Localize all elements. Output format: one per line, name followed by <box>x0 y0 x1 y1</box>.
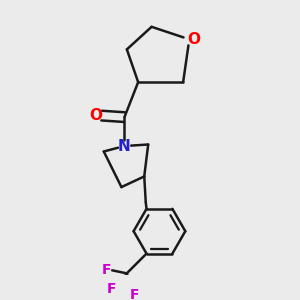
Text: N: N <box>118 139 131 154</box>
Text: F: F <box>130 288 139 300</box>
Text: O: O <box>188 32 200 47</box>
Text: O: O <box>90 108 103 123</box>
Text: F: F <box>102 263 111 277</box>
Text: F: F <box>107 282 116 296</box>
